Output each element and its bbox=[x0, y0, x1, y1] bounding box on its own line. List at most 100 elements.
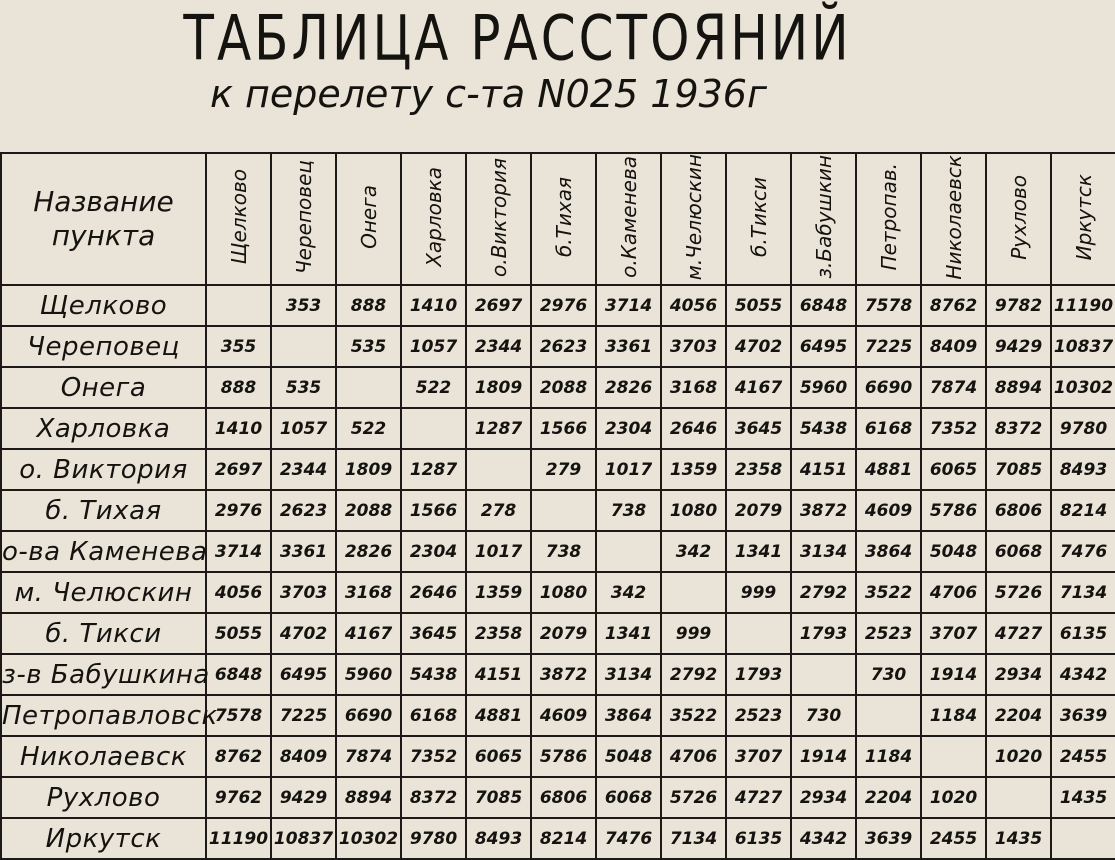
distance-cell: 2304 bbox=[400, 530, 467, 574]
table-row: б. Тихая 2976 2623 2088 1566 278 738 1080 2079 38… bbox=[0, 489, 1115, 533]
distance-cell: 999 bbox=[660, 612, 727, 656]
distance-cell: 9762 bbox=[205, 776, 272, 820]
row-name: Щелково bbox=[0, 284, 207, 328]
distance-cell: 4702 bbox=[725, 325, 792, 369]
distance-cell: 3134 bbox=[595, 653, 662, 697]
distance-cell: 4167 bbox=[725, 366, 792, 410]
distance-cell: 355 bbox=[205, 325, 272, 369]
distance-cell: 1057 bbox=[400, 325, 467, 369]
row-name: о. Виктория bbox=[0, 448, 207, 492]
row-name: б. Тикси bbox=[0, 612, 207, 656]
distance-cell: 8894 bbox=[335, 776, 402, 820]
distance-cell: 1287 bbox=[465, 407, 532, 451]
distance-cell: 730 bbox=[855, 653, 922, 697]
distance-cell: 8894 bbox=[985, 366, 1052, 410]
distance-cell: 10837 bbox=[1050, 325, 1115, 369]
distance-cell: 2088 bbox=[335, 489, 402, 533]
distance-cell: 8214 bbox=[530, 817, 597, 860]
table-row: Харловка 1410 1057 522 1287 1566 2304 2646 3645 5… bbox=[0, 407, 1115, 451]
table-row: Онега 888 535 522 1809 2088 2826 3168 4167 5960 66… bbox=[0, 366, 1115, 410]
distance-cell: 1020 bbox=[920, 776, 987, 820]
distance-cell: 3639 bbox=[1050, 694, 1115, 738]
column-header: Рухлово bbox=[985, 151, 1052, 287]
distance-cell: 5048 bbox=[920, 530, 987, 574]
distance-cell: 342 bbox=[660, 530, 727, 574]
distance-cell: 5960 bbox=[335, 653, 402, 697]
distance-cell: 7085 bbox=[465, 776, 532, 820]
distance-cell: 3134 bbox=[790, 530, 857, 574]
distance-cell bbox=[270, 325, 337, 369]
table-row: о-ва Каменева 3714 3361 2826 2304 1017 738 342 1… bbox=[0, 530, 1115, 574]
distance-cell: 3707 bbox=[725, 735, 792, 779]
column-header-label: Николаевск bbox=[941, 154, 966, 280]
distance-cell: 10302 bbox=[1050, 366, 1115, 410]
distance-cell: 342 bbox=[595, 571, 662, 615]
row-name: Череповец bbox=[0, 325, 207, 369]
distance-cell: 8214 bbox=[1050, 489, 1115, 533]
distance-cell: 3522 bbox=[855, 571, 922, 615]
distance-cell: 2204 bbox=[985, 694, 1052, 738]
distance-cell: 2976 bbox=[530, 284, 597, 328]
distance-cell: 1080 bbox=[660, 489, 727, 533]
distance-cell: 6065 bbox=[465, 735, 532, 779]
distance-cell: 1184 bbox=[920, 694, 987, 738]
distance-cell: 535 bbox=[270, 366, 337, 410]
distance-cell: 7352 bbox=[400, 735, 467, 779]
distance-cell: 7578 bbox=[205, 694, 272, 738]
distance-cell bbox=[530, 489, 597, 533]
distance-cell: 4706 bbox=[920, 571, 987, 615]
distance-cell: 4609 bbox=[855, 489, 922, 533]
distance-cell: 7578 bbox=[855, 284, 922, 328]
distance-cell: 2523 bbox=[855, 612, 922, 656]
distance-cell: 1566 bbox=[400, 489, 467, 533]
distance-cell: 3714 bbox=[595, 284, 662, 328]
corner-header-line: Название bbox=[33, 185, 174, 219]
distance-cell: 2204 bbox=[855, 776, 922, 820]
distance-cell bbox=[1050, 817, 1115, 860]
distance-cell: 5438 bbox=[400, 653, 467, 697]
distance-cell: 888 bbox=[335, 284, 402, 328]
distance-cell: 1359 bbox=[465, 571, 532, 615]
distance-cell: 9780 bbox=[400, 817, 467, 860]
column-header-label: Иркутск bbox=[1071, 173, 1096, 261]
distance-cell: 2826 bbox=[335, 530, 402, 574]
distance-cell: 738 bbox=[530, 530, 597, 574]
table-row: Череповец 355 535 1057 2344 2623 3361 3703 4702 6… bbox=[0, 325, 1115, 369]
distance-cell: 4151 bbox=[790, 448, 857, 492]
distance-cell: 8409 bbox=[270, 735, 337, 779]
distance-cell: 3645 bbox=[725, 407, 792, 451]
document-subtitle: к перелету с-та N025 1936г bbox=[210, 72, 767, 116]
distance-cell: 1435 bbox=[985, 817, 1052, 860]
distance-cell: 4342 bbox=[1050, 653, 1115, 697]
distance-cell: 2455 bbox=[1050, 735, 1115, 779]
distance-cell: 4056 bbox=[205, 571, 272, 615]
document-title: ТАБЛИЦА РАССТОЯНИЙ bbox=[183, 2, 852, 75]
distance-cell: 730 bbox=[790, 694, 857, 738]
distance-cell: 6068 bbox=[595, 776, 662, 820]
distance-cell: 3703 bbox=[660, 325, 727, 369]
distance-cell: 8762 bbox=[920, 284, 987, 328]
distance-cell: 8493 bbox=[1050, 448, 1115, 492]
distance-cell bbox=[335, 366, 402, 410]
distance-cell: 9429 bbox=[270, 776, 337, 820]
distance-cell: 9429 bbox=[985, 325, 1052, 369]
distance-cell: 6806 bbox=[985, 489, 1052, 533]
corner-header: Название пункта bbox=[0, 151, 207, 287]
distance-cell: 6495 bbox=[790, 325, 857, 369]
column-header: Николаевск bbox=[920, 151, 987, 287]
column-header-label: м.Челюскин bbox=[681, 154, 706, 281]
distance-cell: 6168 bbox=[855, 407, 922, 451]
distance-cell: 5786 bbox=[920, 489, 987, 533]
distance-cell: 8762 bbox=[205, 735, 272, 779]
distance-cell: 2344 bbox=[270, 448, 337, 492]
distance-cell: 2623 bbox=[270, 489, 337, 533]
distance-cell: 8372 bbox=[400, 776, 467, 820]
distance-cell: 9782 bbox=[985, 284, 1052, 328]
column-header: Петропав. bbox=[855, 151, 922, 287]
column-header-label: б.Тикси bbox=[746, 177, 771, 258]
column-header-label: з.Бабушкин bbox=[811, 155, 836, 279]
distance-cell: 3872 bbox=[530, 653, 597, 697]
distance-cell: 4167 bbox=[335, 612, 402, 656]
distance-cell bbox=[920, 735, 987, 779]
column-header-label: б.Тихая bbox=[551, 177, 576, 258]
